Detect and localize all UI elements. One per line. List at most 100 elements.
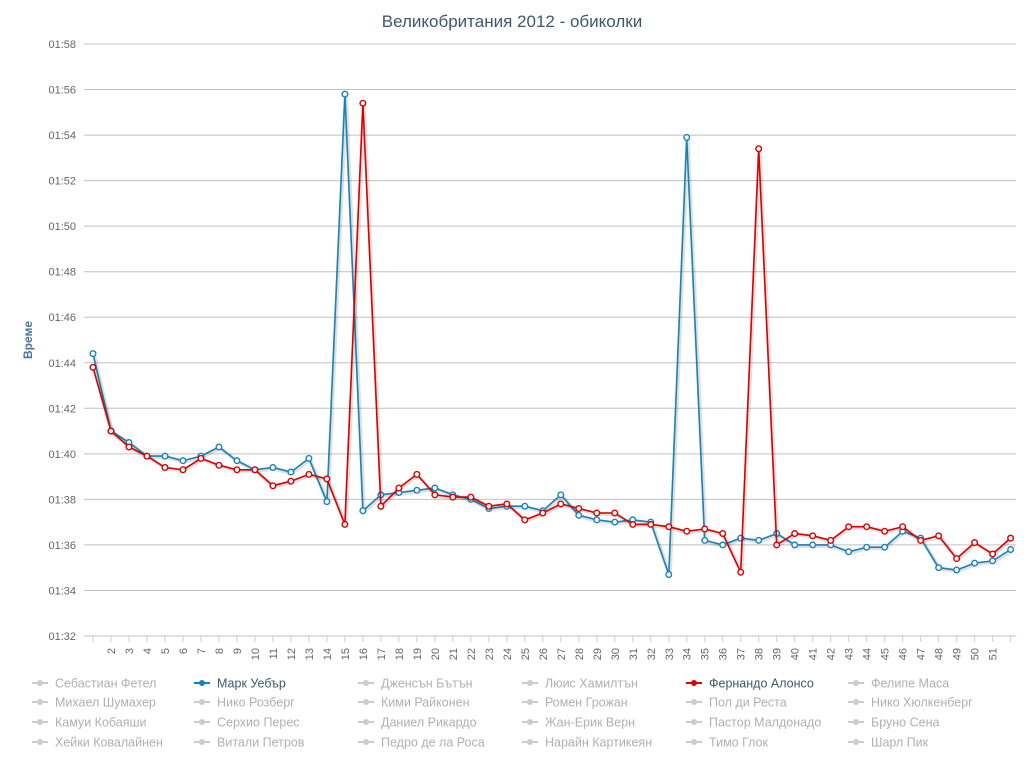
- x-tick-label: 46: [898, 648, 910, 660]
- legend-item[interactable]: Нико Хюлкенберг: [848, 696, 973, 710]
- legend-label: Фелипе Маса: [871, 677, 949, 691]
- data-point: [845, 548, 853, 556]
- legend-item[interactable]: Себастиан Фетел: [32, 677, 156, 691]
- data-point: [863, 523, 871, 531]
- legend-item[interactable]: Бруно Сена: [848, 716, 939, 730]
- data-point: [377, 502, 385, 510]
- chart-title: Великобритания 2012 - обиколки: [382, 12, 642, 31]
- data-point: [539, 509, 547, 517]
- x-tick-label: 35: [700, 648, 712, 660]
- y-tick-label: 01:54: [48, 130, 76, 142]
- x-tick-label: 50: [970, 648, 982, 660]
- data-point: [575, 504, 583, 512]
- x-tick-label: 40: [790, 648, 802, 660]
- legend-symbol-marker: [37, 739, 43, 745]
- series: [89, 90, 1015, 579]
- legend-item[interactable]: Пастор Малдонадо: [686, 716, 821, 730]
- data-point: [179, 466, 187, 474]
- data-point: [701, 536, 709, 544]
- legend-item[interactable]: Нико Розберг: [194, 696, 295, 710]
- x-tick-label: 29: [592, 648, 604, 660]
- legend-label: Люис Хамилтън: [545, 677, 638, 691]
- data-point: [683, 527, 691, 535]
- legend-item[interactable]: Кими Райконен: [358, 696, 470, 710]
- legend-item[interactable]: Фелипе Маса: [848, 677, 949, 691]
- legend-item[interactable]: Дженсън Бътън: [358, 677, 473, 691]
- data-point: [413, 486, 421, 494]
- data-point: [989, 557, 997, 565]
- y-tick-label: 01:58: [48, 39, 76, 51]
- data-point: [161, 464, 169, 472]
- x-tick-label: 22: [466, 648, 478, 660]
- legend-item[interactable]: Тимо Глок: [686, 736, 769, 750]
- legend: Себастиан Фетел Марк Уебър Дженсън Бътън Лю…: [32, 677, 973, 750]
- legend-item[interactable]: Жан-Ерик Верн: [522, 716, 635, 730]
- legend-symbol-marker: [527, 699, 533, 705]
- legend-symbol-marker: [363, 719, 369, 725]
- legend-symbol-marker: [363, 739, 369, 745]
- legend-item[interactable]: Серхио Перес: [194, 716, 300, 730]
- data-point: [269, 464, 277, 472]
- data-point: [179, 457, 187, 465]
- legend-item[interactable]: Хейки Ковалайнен: [32, 736, 163, 750]
- x-tick-label: 48: [934, 648, 946, 660]
- x-tick-label: 26: [538, 648, 550, 660]
- legend-label: Витали Петров: [217, 736, 305, 750]
- data-point: [305, 470, 313, 478]
- data-point: [287, 477, 295, 485]
- data-point: [611, 509, 619, 517]
- data-point: [125, 443, 133, 451]
- legend-symbol-marker: [37, 699, 43, 705]
- x-tick-label: 17: [376, 648, 388, 660]
- data-point: [557, 500, 565, 508]
- legend-item[interactable]: Марк Уебър: [194, 677, 286, 691]
- data-point: [809, 532, 817, 540]
- x-tick-label: 23: [484, 648, 496, 660]
- data-point: [359, 99, 367, 107]
- x-tick-label: 9: [232, 648, 244, 654]
- x-tick-label: 4: [142, 648, 154, 654]
- data-point: [899, 523, 907, 531]
- legend-item[interactable]: Ромен Грожан: [522, 696, 628, 710]
- x-tick-label: 16: [358, 648, 370, 660]
- legend-item[interactable]: Нарайн Картикеян: [522, 736, 652, 750]
- legend-item[interactable]: Фернандо Алонсо: [686, 677, 814, 691]
- legend-label: Даниел Рикардо: [381, 716, 477, 730]
- legend-label: Камуи Кобаяши: [55, 716, 147, 730]
- x-tick-label: 6: [178, 648, 190, 654]
- legend-item[interactable]: Камуи Кобаяши: [32, 716, 147, 730]
- legend-item[interactable]: Витали Петров: [194, 736, 305, 750]
- x-tick-label: 3: [124, 648, 136, 654]
- data-point: [251, 466, 259, 474]
- data-point: [791, 530, 799, 538]
- data-point: [323, 475, 331, 483]
- data-point: [953, 555, 961, 563]
- data-point: [827, 536, 835, 544]
- data-point: [647, 520, 655, 528]
- x-tick-label: 38: [754, 648, 766, 660]
- legend-item[interactable]: Шарл Пик: [848, 736, 929, 750]
- y-tick-label: 01:46: [48, 312, 76, 324]
- legend-symbol-marker: [199, 719, 205, 725]
- data-point: [809, 541, 817, 549]
- data-point: [629, 520, 637, 528]
- data-point: [701, 525, 709, 533]
- legend-item[interactable]: Даниел Рикардо: [358, 716, 477, 730]
- data-point: [233, 466, 241, 474]
- legend-item[interactable]: Пол ди Реста: [686, 696, 787, 710]
- legend-item[interactable]: Михаел Шумахер: [32, 696, 156, 710]
- legend-label: Тимо Глок: [709, 736, 769, 750]
- x-tick-label: 49: [952, 648, 964, 660]
- data-point: [107, 427, 115, 435]
- x-tick-label: 12: [286, 648, 298, 660]
- data-point: [683, 133, 691, 141]
- x-tick-label: 10: [250, 648, 262, 660]
- data-point: [449, 493, 457, 501]
- legend-label: Серхио Перес: [217, 716, 300, 730]
- legend-item[interactable]: Люис Хамилтън: [522, 677, 638, 691]
- legend-symbol-marker: [691, 699, 697, 705]
- legend-item[interactable]: Педро де ла Роса: [358, 736, 485, 750]
- x-tick-label: 19: [412, 648, 424, 660]
- x-tick-label: 47: [916, 648, 928, 660]
